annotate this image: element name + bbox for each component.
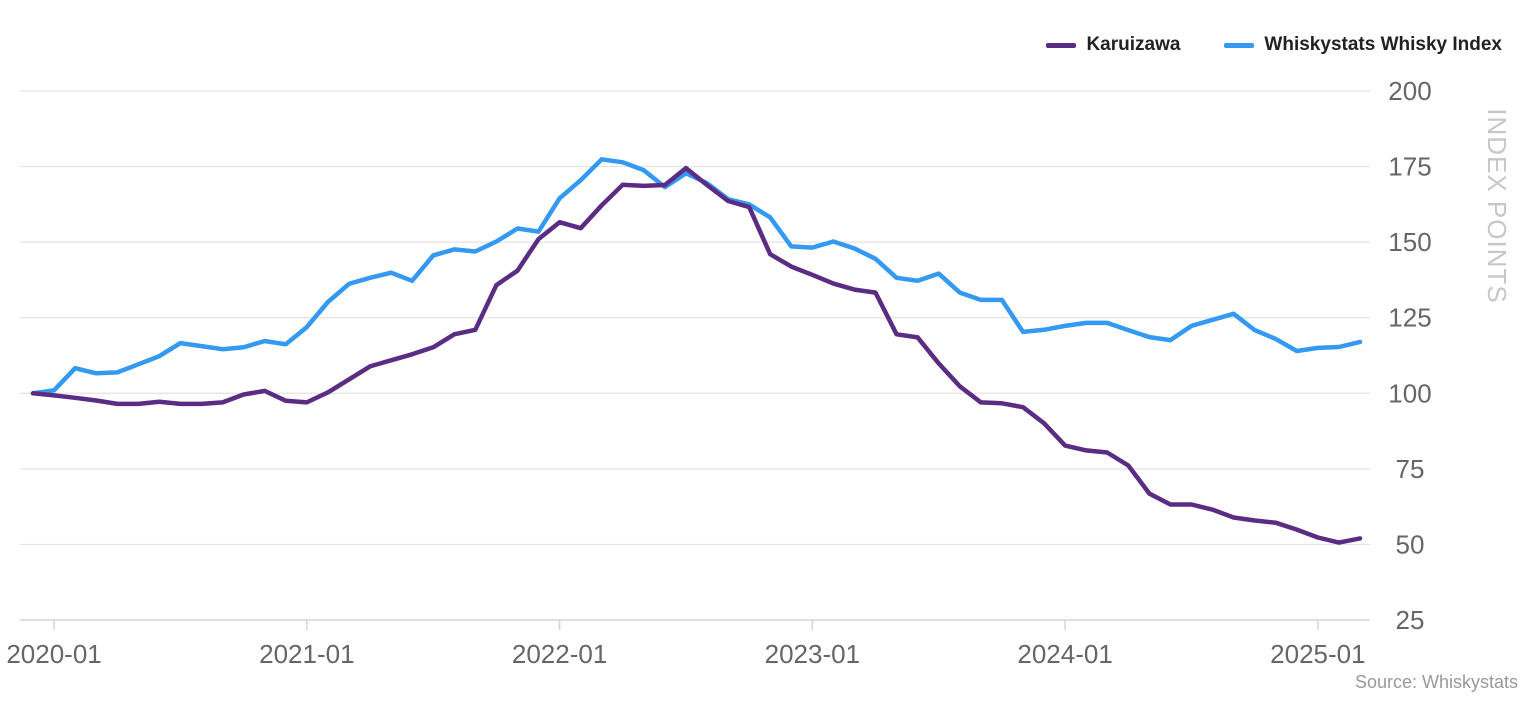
grid-lines: [20, 90, 1370, 546]
y-axis-title: INDEX POINTS: [1482, 108, 1512, 303]
legend-label-whisky-index: Whiskystats Whisky Index: [1264, 34, 1502, 55]
legend-swatch-karuizawa: [1046, 42, 1077, 48]
y-tick-label: 75: [1396, 454, 1425, 484]
y-tick-label: 175: [1388, 152, 1431, 182]
x-tick-label: 2023-01: [765, 639, 860, 669]
source-credit: Source: Whiskystats: [1354, 672, 1518, 692]
x-tick-label: 2021-01: [259, 639, 354, 669]
legend-item-karuizawa[interactable]: Karuizawa: [1046, 34, 1180, 56]
legend-label-karuizawa: Karuizawa: [1086, 34, 1181, 55]
legend-item-whisky-index[interactable]: Whiskystats Whisky Index: [1224, 34, 1502, 56]
y-tick-label: 150: [1388, 227, 1431, 257]
legend-swatch-whisky-index: [1224, 42, 1255, 48]
series-line-karuizawa: [30, 165, 1363, 545]
chart-legend: Karuizawa Whiskystats Whisky Index: [1046, 34, 1502, 56]
y-tick-label: 100: [1388, 378, 1431, 408]
x-tick-label: 2020-01: [6, 639, 101, 669]
y-tick-label: 25: [1396, 605, 1425, 635]
y-tick-label: 200: [1388, 76, 1431, 106]
series-lines: [30, 157, 1363, 545]
y-tick-label: 125: [1388, 303, 1431, 333]
x-tick-label: 2022-01: [512, 639, 607, 669]
y-tick-label: 50: [1396, 529, 1425, 559]
x-axis: 2020-01 2021-01 2022-01 2023-01 2024-01 2025-…: [6, 619, 1370, 669]
x-tick-label: 2025-01: [1270, 639, 1365, 669]
x-tick-label: 2024-01: [1017, 639, 1112, 669]
series-line-whiskystats-whisky-index: [30, 157, 1363, 396]
y-axis: 200 175 150 125 100 75 50 25: [1388, 76, 1431, 635]
